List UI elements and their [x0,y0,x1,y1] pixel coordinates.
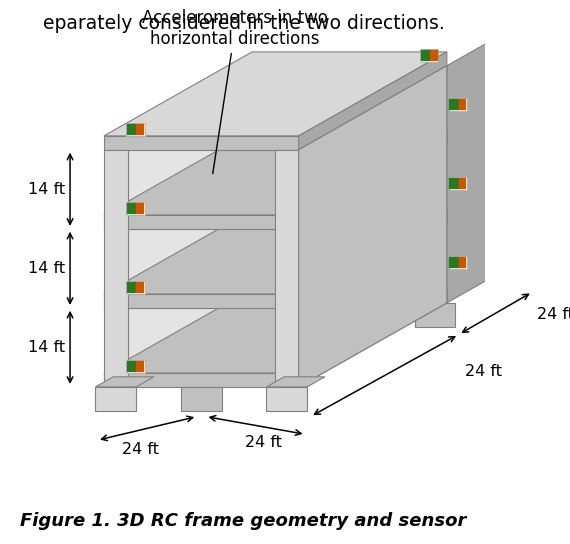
Text: 24 ft: 24 ft [538,307,570,322]
Polygon shape [414,303,455,326]
Polygon shape [136,361,144,372]
Text: 14 ft: 14 ft [28,182,65,197]
Polygon shape [128,229,275,294]
Polygon shape [127,361,136,372]
Polygon shape [126,281,145,294]
Text: 24 ft: 24 ft [246,435,283,450]
Polygon shape [275,66,423,215]
Polygon shape [104,373,299,387]
Polygon shape [104,215,299,229]
Polygon shape [136,282,144,293]
Polygon shape [447,0,570,303]
Polygon shape [104,150,128,387]
Polygon shape [104,294,299,308]
Polygon shape [243,303,284,326]
Polygon shape [136,203,144,214]
Polygon shape [104,52,447,136]
Polygon shape [181,387,222,411]
Polygon shape [299,66,447,387]
Polygon shape [459,257,466,268]
Polygon shape [104,289,447,373]
Polygon shape [449,100,459,110]
Polygon shape [127,203,136,214]
Polygon shape [275,224,423,373]
Polygon shape [423,66,447,303]
Polygon shape [126,202,145,215]
Text: eparately considered in the two directions.: eparately considered in the two directio… [43,14,445,33]
Polygon shape [252,66,276,303]
Polygon shape [420,49,438,62]
Polygon shape [127,124,136,135]
Polygon shape [449,256,467,269]
Polygon shape [126,123,145,136]
Polygon shape [275,145,423,294]
Polygon shape [128,150,275,215]
Text: 14 ft: 14 ft [28,340,65,355]
Polygon shape [136,124,144,135]
Polygon shape [459,178,466,189]
Polygon shape [128,308,275,373]
Polygon shape [126,360,145,373]
Polygon shape [267,377,325,387]
Polygon shape [299,52,447,150]
Polygon shape [430,50,438,61]
Text: 14 ft: 14 ft [28,261,65,276]
Polygon shape [267,387,307,411]
Text: 24 ft: 24 ft [466,363,503,379]
Polygon shape [449,178,459,189]
Polygon shape [421,50,430,61]
Polygon shape [299,210,447,308]
Polygon shape [104,136,299,150]
Polygon shape [449,98,467,111]
Polygon shape [449,177,467,190]
Polygon shape [95,387,136,411]
Polygon shape [449,257,459,268]
Polygon shape [95,377,154,387]
Polygon shape [104,131,447,215]
Text: Accelerometers in two
horizontal directions: Accelerometers in two horizontal directi… [142,9,328,174]
Polygon shape [275,150,299,387]
Text: 24 ft: 24 ft [122,442,159,457]
Polygon shape [459,100,466,110]
Polygon shape [299,131,447,229]
Polygon shape [127,282,136,293]
Polygon shape [299,289,447,387]
Polygon shape [104,210,447,294]
Text: Figure 1. 3D RC frame geometry and sensor: Figure 1. 3D RC frame geometry and senso… [21,512,467,530]
